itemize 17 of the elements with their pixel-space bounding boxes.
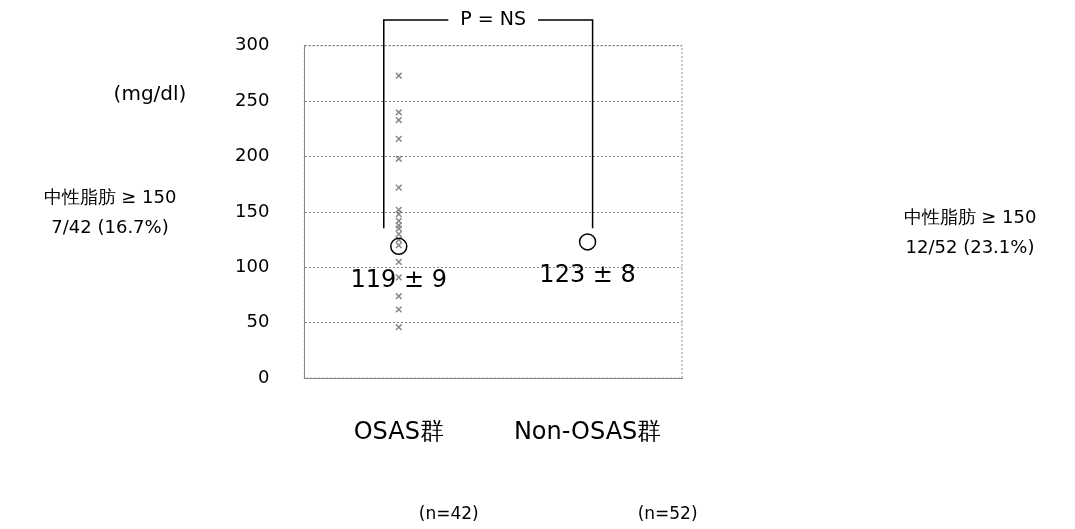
y-tick-label: 300 [235,33,270,55]
x-tick-label: Non-OSAS群 [513,416,662,445]
data-label: 119 ± 9 [350,264,447,293]
text: (n=42) [418,503,479,524]
y-tick-label: 200 [235,144,270,166]
text: (n=52) [637,503,698,524]
y-tick-label: 0 [257,365,270,387]
y-tick-label: 150 [235,199,270,221]
data-label: 123 ± 8 [539,260,636,289]
text: P = NS [460,6,527,29]
y-tick-label: 250 [235,88,270,110]
x-tick-label: OSAS群 [353,416,444,445]
y-axis-title: (mg/dl) [113,81,187,106]
text: 中性脂肪 ≥ 150 12/52 (23.1%) [903,205,1037,257]
y-tick-label: 50 [246,310,270,332]
text: 中性脂肪 ≥ 150 7/42 (16.7%) [43,185,177,237]
y-tick-label: 100 [235,255,270,277]
